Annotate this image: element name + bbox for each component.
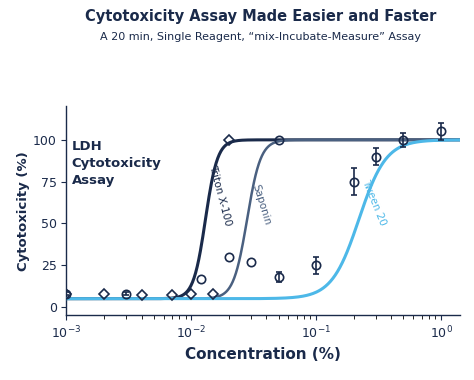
Text: Tween 20: Tween 20: [360, 178, 388, 227]
Text: A 20 min, Single Reagent, “mix-Incubate-Measure” Assay: A 20 min, Single Reagent, “mix-Incubate-…: [100, 32, 421, 42]
Text: Saponin: Saponin: [251, 184, 273, 227]
Y-axis label: Cytotoxicity (%): Cytotoxicity (%): [17, 151, 30, 271]
Text: Cytotoxicity Assay Made Easier and Faster: Cytotoxicity Assay Made Easier and Faste…: [85, 10, 437, 24]
Text: Triton X-100: Triton X-100: [208, 164, 233, 227]
Text: LDH
Cytotoxicity
Assay: LDH Cytotoxicity Assay: [72, 140, 161, 187]
X-axis label: Concentration (%): Concentration (%): [185, 347, 341, 362]
